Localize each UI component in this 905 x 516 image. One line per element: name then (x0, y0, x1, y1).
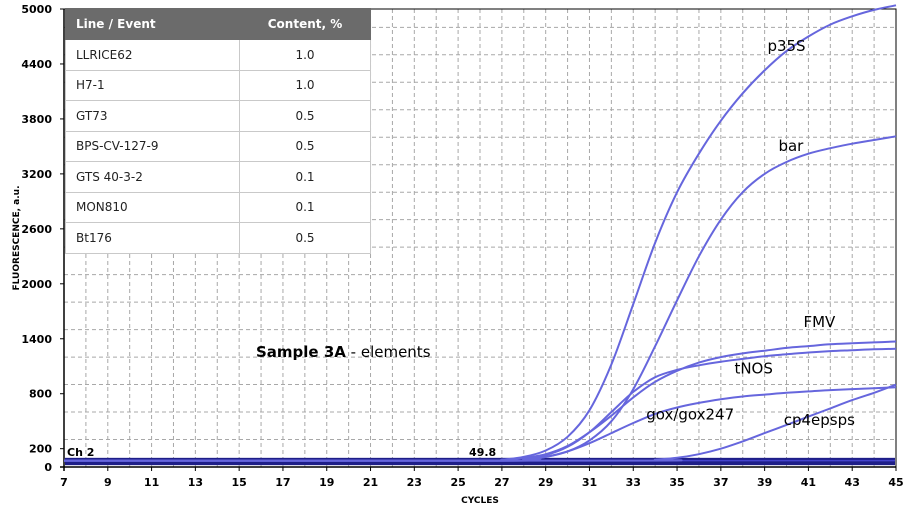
y-tick-label: 3800 (21, 113, 52, 126)
x-tick-label: 17 (275, 476, 290, 489)
y-tick-label: 1400 (21, 333, 52, 346)
x-tick-label: 41 (801, 476, 816, 489)
table-row: MON810 0.1 (65, 191, 371, 223)
table-cell-content: 1.0 (239, 69, 371, 101)
y-tick-label: 200 (29, 443, 52, 456)
x-tick-label: 45 (888, 476, 903, 489)
table-row: GTS 40-3-2 0.1 (65, 161, 371, 193)
table-cell-event: LLRICE62 (65, 39, 240, 71)
x-axis-ticks: 7 9 11 13 15 17 19 21 23 25 27 29 31 33 35 37 39 41 43 45 (60, 467, 904, 489)
sample-caption: Sample 3A - elements (256, 343, 431, 361)
table-cell-event: H7-1 (65, 69, 240, 101)
y-tick-label: 2600 (21, 223, 52, 236)
y-tick-label: 0 (44, 461, 52, 474)
table-row: LLRICE62 1.0 (65, 39, 371, 71)
x-tick-label: 27 (494, 476, 509, 489)
column-header-content: Content, % (239, 8, 371, 40)
series-label-cp4epsps: cp4epsps (784, 411, 855, 429)
x-tick-label: 23 (407, 476, 422, 489)
content-table: Line / Event Content, % LLRICE62 1.0 H7-1… (65, 8, 371, 254)
sample-caption-rest: - elements (346, 343, 431, 361)
y-tick-label: 4400 (21, 58, 52, 71)
table-cell-event: GTS 40-3-2 (65, 161, 240, 193)
y-tick-label: 5000 (21, 3, 52, 16)
y-tick-label: 2000 (21, 278, 52, 291)
y-axis-ticks: 0 200 800 1400 2000 2600 3200 3800 4400 5000 (21, 3, 64, 474)
series-line-cp4epsps (63, 383, 897, 462)
table-cell-content: 0.1 (239, 191, 371, 223)
table-cell-event: Bt176 (65, 222, 240, 254)
x-tick-label: 13 (188, 476, 203, 489)
x-tick-label: 21 (363, 476, 378, 489)
series-label-gox-gox247: gox/gox247 (646, 405, 734, 423)
table-cell-event: BPS-CV-127-9 (65, 130, 240, 162)
x-tick-label: 15 (232, 476, 247, 489)
y-tick-label: 3200 (21, 168, 52, 181)
series-lines (63, 4, 897, 466)
x-tick-label: 31 (582, 476, 597, 489)
series-label-tnos: tNOS (734, 360, 772, 378)
x-tick-label: 9 (104, 476, 112, 489)
x-tick-label: 33 (626, 476, 641, 489)
series-labels: p35S bar FMV tNOS gox/gox247 cp4epsps (646, 37, 855, 429)
x-tick-label: 11 (144, 476, 159, 489)
table-row: Bt176 0.5 (65, 222, 371, 254)
table-header-row: Line / Event Content, % (65, 8, 371, 40)
x-tick-label: 7 (60, 476, 68, 489)
table-cell-event: MON810 (65, 191, 240, 223)
table-cell-event: GT73 (65, 100, 240, 132)
x-tick-label: 35 (669, 476, 684, 489)
y-axis-title: FLUORESCENCE, a.u. (12, 186, 22, 291)
x-tick-label: 19 (319, 476, 334, 489)
series-label-bar: bar (778, 137, 804, 155)
x-tick-label: 43 (845, 476, 860, 489)
x-tick-label: 37 (713, 476, 728, 489)
table-cell-content: 0.5 (239, 130, 371, 162)
table-cell-content: 0.1 (239, 161, 371, 193)
threshold-note: 49.8 (469, 446, 496, 459)
table-cell-content: 1.0 (239, 39, 371, 71)
sample-caption-bold: Sample 3A (256, 343, 346, 361)
table-row: BPS-CV-127-9 0.5 (65, 130, 371, 162)
x-tick-label: 29 (538, 476, 553, 489)
y-tick-label: 800 (29, 388, 52, 401)
table-row: H7-1 1.0 (65, 69, 371, 101)
channel-note: Ch 2 (67, 446, 94, 459)
table-cell-content: 0.5 (239, 222, 371, 254)
series-label-p35s: p35S (767, 37, 805, 55)
series-label-fmv: FMV (803, 313, 836, 331)
x-axis-title: CYCLES (461, 496, 499, 506)
table-cell-content: 0.5 (239, 100, 371, 132)
table-row: GT73 0.5 (65, 100, 371, 132)
x-tick-label: 25 (450, 476, 465, 489)
x-tick-label: 39 (757, 476, 772, 489)
column-header-line-event: Line / Event (65, 8, 240, 40)
